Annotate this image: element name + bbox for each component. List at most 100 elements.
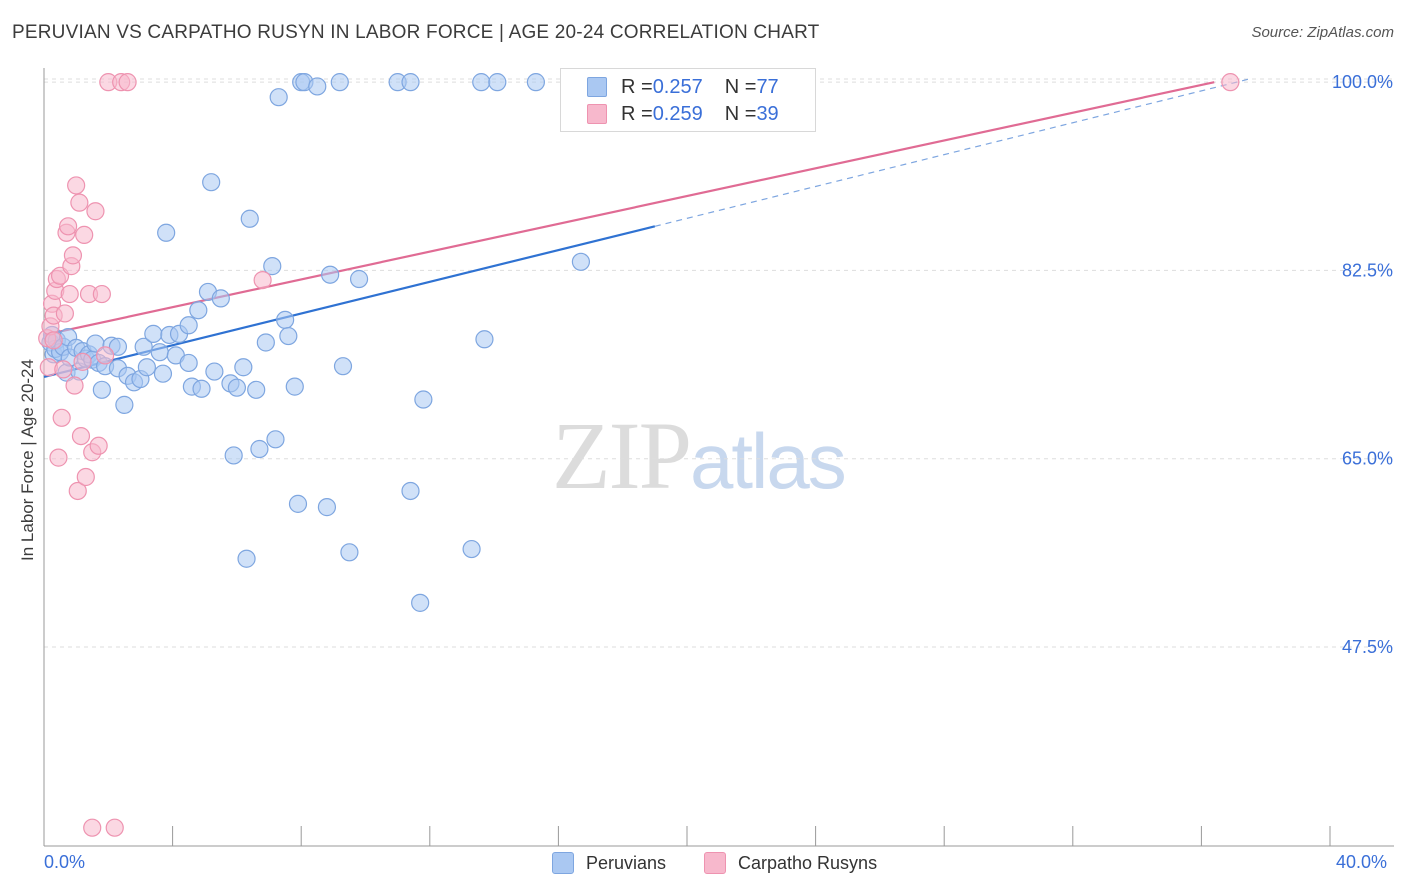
data-points (38, 73, 1240, 837)
point-peruvians (401, 481, 420, 501)
point-carpatho-rusyns (76, 467, 95, 487)
legend-n-value: 77 (756, 75, 779, 98)
point-peruvians (211, 289, 230, 308)
point-peruvians (340, 543, 359, 562)
point-carpatho-rusyns (55, 304, 74, 323)
point-peruvians (134, 337, 153, 356)
point-carpatho-rusyns (105, 818, 124, 837)
legend-n-label: N = (724, 102, 757, 125)
point-peruvians (240, 209, 259, 228)
legend-r-value: 0.257 (652, 75, 703, 98)
point-carpatho-rusyns (60, 284, 79, 304)
point-carpatho-rusyns (59, 217, 78, 236)
point-peruvians (144, 324, 163, 343)
point-peruvians (571, 252, 591, 271)
point-carpatho-rusyns (89, 436, 108, 455)
point-carpatho-rusyns (70, 193, 89, 212)
trend-line-peruvians-extension (654, 78, 1250, 227)
point-carpatho-rusyns (83, 818, 102, 837)
point-peruvians (234, 358, 253, 377)
point-carpatho-rusyns (49, 448, 68, 467)
point-peruvians (414, 390, 433, 409)
legend-item-carpatho-rusyns: Carpatho Rusyns (704, 852, 877, 874)
point-carpatho-rusyns (253, 270, 272, 290)
trend-line-peruvians (43, 225, 656, 378)
legend-row-carpatho: R = 0.259 N = 39 (587, 101, 779, 127)
point-carpatho-rusyns (71, 426, 91, 446)
point-peruvians (269, 88, 288, 107)
point-carpatho-rusyns (63, 246, 83, 265)
point-peruvians (150, 343, 169, 362)
point-peruvians (279, 326, 298, 346)
point-carpatho-rusyns (68, 481, 87, 501)
legend-swatch-pink (704, 852, 726, 874)
y-axis-label: In Labor Force | Age 20-24 (18, 359, 37, 561)
point-peruvians (462, 539, 481, 559)
point-carpatho-rusyns (75, 225, 94, 245)
legend-label: Carpatho Rusyns (738, 852, 878, 873)
point-carpatho-rusyns (44, 331, 63, 350)
point-peruvians (349, 269, 369, 289)
point-carpatho-rusyns (67, 176, 86, 195)
legend-r-label: R = (621, 102, 653, 125)
y-tick-label: 82.5% (1342, 260, 1393, 280)
point-carpatho-rusyns (86, 202, 105, 221)
legend-item-peruvians: Peruvians (552, 852, 666, 874)
y-tick-label: 47.5% (1342, 637, 1393, 657)
y-tick-label: 65.0% (1342, 449, 1393, 469)
point-peruvians (247, 380, 266, 399)
point-peruvians (475, 330, 494, 349)
point-peruvians (237, 549, 256, 568)
point-carpatho-rusyns (95, 346, 115, 365)
correlation-legend: R = 0.257 N = 77 R = 0.259 N = 39 (560, 68, 816, 132)
point-peruvians (205, 362, 224, 381)
point-peruvians (321, 265, 340, 284)
point-peruvians (137, 358, 156, 377)
legend-r-value: 0.259 (652, 102, 703, 125)
point-peruvians (317, 498, 337, 517)
y-tick-label: 100.0% (1332, 72, 1393, 92)
watermark-zip: ZIP (552, 402, 692, 509)
legend-n-value: 39 (756, 102, 779, 125)
y-tick-labels: 47.5% 65.0% 82.5% 100.0% (1332, 72, 1393, 657)
point-peruvians (330, 73, 349, 92)
point-peruvians (224, 446, 243, 465)
axes (43, 68, 1394, 847)
point-peruvians (276, 310, 295, 330)
x-axis-min-label: 0.0% (44, 852, 86, 872)
x-axis-max-label: 40.0% (1336, 852, 1388, 872)
point-peruvians (157, 223, 176, 242)
point-peruvians (227, 378, 246, 397)
legend-r-label: R = (621, 75, 653, 98)
point-peruvians (179, 353, 198, 373)
point-carpatho-rusyns (54, 360, 73, 379)
watermark: ZIPatlas (552, 400, 847, 511)
point-peruvians (202, 173, 221, 192)
point-peruvians (285, 377, 304, 396)
point-peruvians (115, 395, 134, 414)
point-peruvians (108, 337, 128, 356)
legend-swatch-blue (552, 852, 574, 874)
point-peruvians (308, 77, 327, 96)
legend-swatch-blue (587, 77, 607, 97)
point-peruvians (250, 439, 269, 459)
point-peruvians (288, 494, 308, 513)
point-peruvians (488, 73, 507, 92)
point-peruvians (179, 316, 198, 335)
watermark-atlas: atlas (690, 417, 847, 505)
point-carpatho-rusyns (65, 376, 84, 395)
legend-n-label: N = (724, 75, 757, 98)
chart-title: PERUVIAN VS CARPATHO RUSYN IN LABOR FORC… (12, 22, 820, 43)
trend-line-carpatho-rusyns (43, 81, 1215, 337)
point-peruvians (526, 73, 545, 92)
legend-row-peruvians: R = 0.257 N = 77 (587, 74, 779, 100)
point-peruvians (189, 301, 208, 320)
point-peruvians (411, 593, 430, 612)
point-carpatho-rusyns (73, 352, 92, 371)
point-peruvians (153, 364, 173, 383)
point-peruvians (192, 379, 211, 398)
legend-swatch-pink (587, 104, 607, 124)
legend-label: Peruvians (586, 852, 667, 873)
point-peruvians (92, 380, 111, 399)
